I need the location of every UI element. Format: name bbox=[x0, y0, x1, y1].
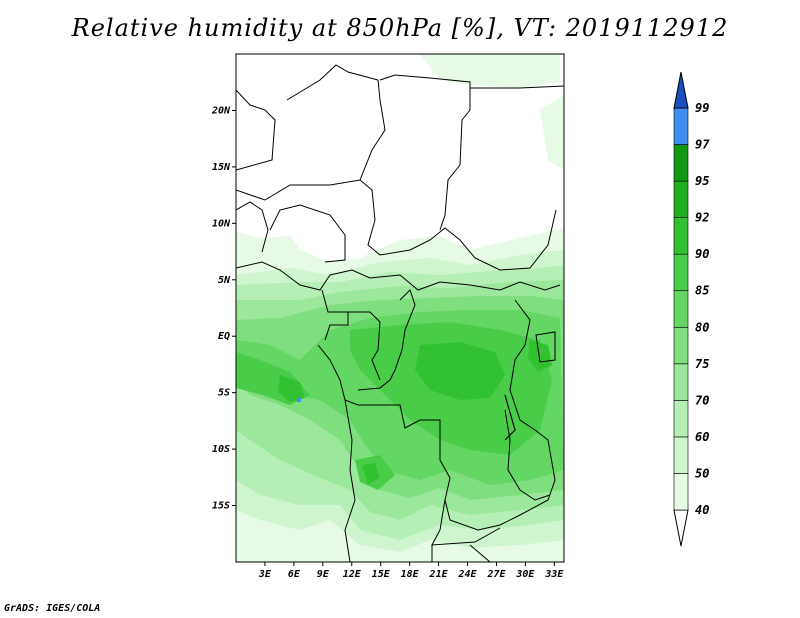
latitude-axis: 20N 15N 10N 5N EQ 5S 10S 15S bbox=[211, 105, 236, 512]
colorbar-segment bbox=[673, 217, 689, 255]
rh-region-90-south bbox=[362, 463, 380, 484]
rh-region-40-ne bbox=[540, 95, 564, 170]
colorbar-segment bbox=[673, 253, 689, 292]
lat-tick-label: 15S bbox=[212, 501, 230, 512]
country-borders bbox=[236, 64, 564, 562]
rh-region-90-east bbox=[528, 340, 552, 372]
colorbar-segment bbox=[673, 436, 689, 474]
lon-tick-label: 24E bbox=[457, 569, 477, 580]
colorbar-segment bbox=[673, 107, 689, 145]
rh-region-97 bbox=[297, 398, 301, 402]
colorbar-label: 80 bbox=[695, 320, 709, 334]
colorbar: 40 50 60 70 75 80 85 90 92 95 97 99 bbox=[673, 71, 710, 547]
colorbar-label: 60 bbox=[695, 430, 709, 444]
colorbar-segment bbox=[673, 180, 689, 218]
lon-tick-label: 33E bbox=[544, 569, 564, 580]
rh-region-90 bbox=[278, 375, 305, 402]
lat-tick-label: 10S bbox=[212, 444, 230, 455]
lon-tick-label: 12E bbox=[343, 569, 362, 580]
colorbar-label: 95 bbox=[695, 174, 709, 188]
colorbar-lower-arrow bbox=[673, 509, 689, 547]
lat-tick-label: 20N bbox=[211, 105, 231, 116]
lon-tick-label: 6E bbox=[288, 569, 301, 580]
rh-region-40-nw bbox=[236, 232, 300, 265]
lon-tick-label: 15E bbox=[372, 569, 391, 580]
rh-region-90-center bbox=[415, 342, 505, 400]
lon-tick-label: 21E bbox=[429, 569, 449, 580]
colorbar-segment bbox=[673, 326, 689, 365]
lon-tick-label: 30E bbox=[515, 569, 535, 580]
lon-tick-label: 27E bbox=[486, 569, 506, 580]
rh-region-40-top bbox=[420, 54, 560, 88]
colorbar-label: 92 bbox=[695, 211, 709, 225]
map-frame bbox=[235, 53, 565, 563]
humidity-shading bbox=[236, 54, 564, 562]
lat-tick-label: 15N bbox=[212, 162, 231, 173]
colorbar-upper-arrow bbox=[673, 71, 689, 109]
colorbar-segment bbox=[673, 363, 689, 401]
colorbar-label: 99 bbox=[695, 101, 709, 115]
lat-tick-label: 10N bbox=[212, 218, 231, 229]
colorbar-segment bbox=[673, 144, 689, 182]
lat-tick-label: 5N bbox=[218, 275, 231, 286]
lon-tick-label: 18E bbox=[401, 569, 420, 580]
colorbar-label: 50 bbox=[695, 466, 709, 480]
lon-tick-label: 3E bbox=[258, 569, 272, 580]
colorbar-label: 85 bbox=[695, 284, 709, 298]
longitude-axis: 3E 6E 9E 12E 15E 18E 21E 24E 27E 30E 33E bbox=[258, 562, 564, 580]
colorbar-label: 97 bbox=[695, 138, 710, 152]
colorbar-segment bbox=[673, 473, 689, 511]
colorbar-segment bbox=[673, 290, 689, 328]
credit-label: GrADS: IGES/COLA bbox=[4, 603, 101, 614]
colorbar-segment bbox=[673, 400, 689, 438]
colorbar-label: 70 bbox=[695, 393, 709, 407]
colorbar-label: 90 bbox=[695, 247, 709, 261]
lat-tick-label: 5S bbox=[218, 388, 230, 399]
colorbar-label: 75 bbox=[695, 357, 709, 371]
lat-tick-label: EQ bbox=[218, 331, 230, 342]
chart-title: Relative humidity at 850hPa [%], VT: 201… bbox=[71, 14, 729, 42]
lon-tick-label: 9E bbox=[317, 569, 330, 580]
colorbar-label: 40 bbox=[695, 503, 709, 517]
